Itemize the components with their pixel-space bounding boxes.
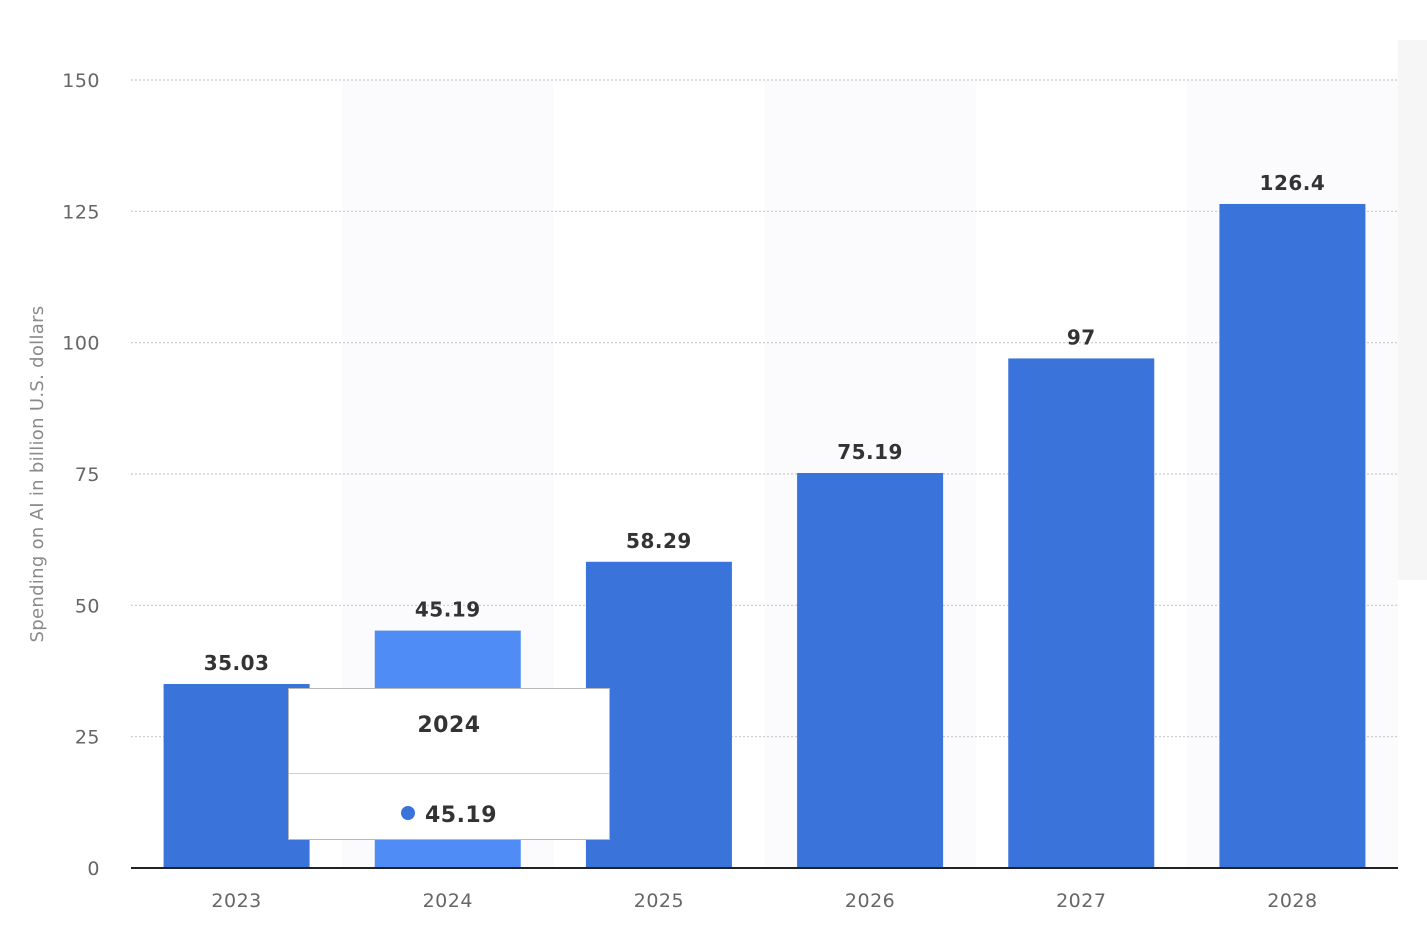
tooltip-title: 2024 bbox=[417, 713, 481, 738]
tooltip: 2024 45.19 bbox=[288, 688, 610, 840]
bar-2023[interactable] bbox=[163, 683, 310, 868]
y-tick-label: 125 bbox=[62, 201, 100, 223]
y-axis-title: Spending on AI in billion U.S. dollars bbox=[27, 306, 48, 643]
x-tick-label-2023: 2023 bbox=[211, 890, 261, 912]
data-labels: 35.03 45.19 58.29 75.19 97 126.4 bbox=[204, 171, 1326, 675]
y-tick-label: 100 bbox=[62, 333, 100, 355]
x-axis-ticks: 2023 2024 2025 2026 2027 2028 bbox=[211, 890, 1317, 912]
y-tick-label: 25 bbox=[75, 727, 100, 749]
data-label-2023: 35.03 bbox=[204, 651, 270, 675]
scrollbar-edge bbox=[1398, 40, 1427, 580]
data-label-2027: 97 bbox=[1067, 325, 1096, 349]
data-label-2026: 75.19 bbox=[837, 440, 903, 464]
bar-2028[interactable] bbox=[1219, 203, 1366, 869]
data-label-2024: 45.19 bbox=[415, 598, 481, 622]
y-tick-label: 0 bbox=[87, 858, 100, 880]
tooltip-value-row: 45.19 bbox=[289, 803, 609, 828]
data-label-2025: 58.29 bbox=[626, 529, 692, 553]
x-tick-label-2028: 2028 bbox=[1267, 890, 1317, 912]
bars bbox=[163, 203, 1366, 869]
bar-2025[interactable] bbox=[585, 561, 732, 868]
y-tick-label: 150 bbox=[62, 70, 100, 92]
y-axis-ticks: 0 25 50 75 100 125 150 bbox=[62, 70, 100, 880]
y-tick-label: 50 bbox=[75, 595, 100, 617]
y-tick-label: 75 bbox=[75, 464, 100, 486]
x-tick-label-2024: 2024 bbox=[423, 890, 473, 912]
series-dot-icon bbox=[400, 806, 415, 820]
bar-2027[interactable] bbox=[1008, 358, 1155, 868]
x-tick-label-2027: 2027 bbox=[1056, 890, 1106, 912]
gridlines bbox=[131, 79, 1398, 738]
x-tick-label-2025: 2025 bbox=[634, 890, 684, 912]
bar-2026[interactable] bbox=[797, 473, 944, 868]
x-tick-label-2026: 2026 bbox=[845, 890, 895, 912]
data-label-2028: 126.4 bbox=[1260, 171, 1326, 195]
tooltip-value: 45.19 bbox=[424, 803, 498, 828]
tooltip-divider bbox=[289, 773, 609, 774]
